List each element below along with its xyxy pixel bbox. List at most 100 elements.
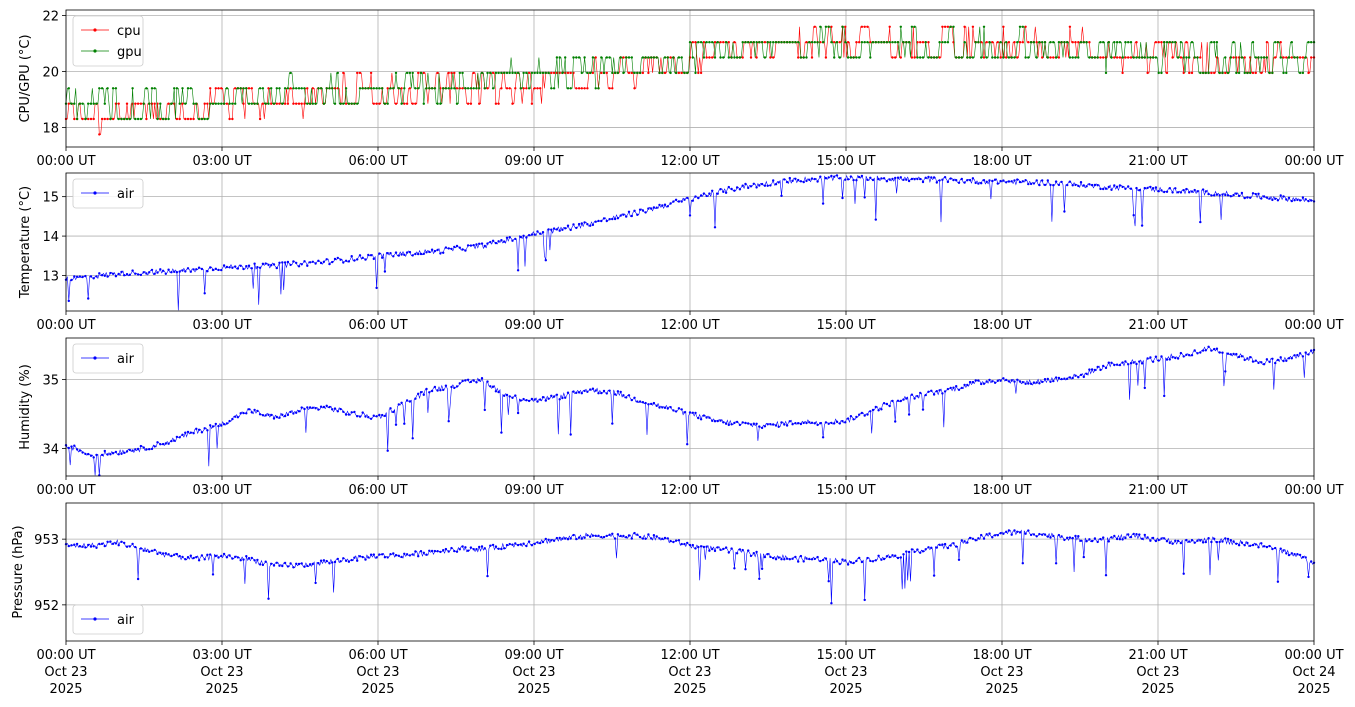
data-point: [123, 451, 126, 454]
data-point: [128, 117, 131, 121]
data-point: [674, 410, 678, 413]
data-point: [971, 25, 975, 28]
data-point: [339, 102, 342, 105]
x-tick-date: Oct 23: [668, 665, 711, 680]
data-point: [397, 554, 400, 557]
data-point: [245, 265, 248, 268]
data-point: [641, 56, 645, 59]
data-point: [372, 414, 375, 417]
data-point: [719, 188, 722, 191]
data-point: [863, 25, 866, 28]
data-point: [1160, 71, 1163, 75]
data-point: [325, 404, 328, 407]
data-point: [1046, 377, 1050, 381]
data-point: [755, 422, 758, 425]
data-point: [816, 180, 819, 183]
data-point: [530, 102, 534, 105]
data-point: [264, 560, 267, 563]
data-point: [247, 408, 251, 411]
data-point: [891, 56, 894, 59]
data-point: [663, 56, 667, 59]
data-point: [128, 273, 131, 276]
data-point: [103, 274, 107, 277]
data-point: [644, 211, 647, 214]
data-point: [1246, 541, 1249, 545]
x-tick-label: 09:00 UT: [504, 648, 563, 663]
data-point: [1204, 349, 1208, 352]
data-point: [1196, 352, 1199, 355]
data-point: [1121, 56, 1124, 59]
data-point: [1224, 370, 1227, 373]
data-point: [583, 87, 586, 90]
data-point: [142, 102, 145, 105]
data-point: [430, 389, 434, 393]
data-point: [106, 453, 109, 456]
data-point: [691, 56, 694, 59]
data-point: [1179, 541, 1183, 545]
data-point: [882, 41, 886, 44]
data-point: [666, 407, 669, 410]
data-point: [927, 56, 930, 59]
data-point: [655, 404, 658, 407]
data-point: [880, 177, 883, 180]
data-point: [239, 559, 242, 562]
data-point: [1285, 198, 1288, 201]
data-point: [1082, 184, 1086, 187]
x-tick-label: 18:00 UT: [972, 318, 1031, 333]
data-point: [164, 442, 167, 445]
data-point: [145, 272, 148, 275]
data-point: [403, 422, 406, 425]
data-point: [1082, 41, 1086, 44]
data-point: [1074, 41, 1077, 44]
data-point: [222, 264, 226, 267]
data-point: [1310, 560, 1313, 563]
x-tick-label: 21:00 UT: [1128, 648, 1187, 663]
data-point: [966, 541, 969, 544]
data-point: [744, 182, 747, 186]
data-point: [622, 394, 625, 397]
data-point: [1190, 190, 1194, 193]
data-point: [536, 541, 539, 544]
data-point: [1276, 199, 1280, 202]
data-point: [924, 176, 927, 179]
data-point: [1185, 353, 1188, 356]
data-point: [206, 553, 209, 556]
data-point: [222, 552, 226, 556]
data-point: [1138, 360, 1141, 363]
legend-label: gpu: [117, 45, 142, 60]
data-point: [691, 41, 694, 44]
data-point: [1052, 379, 1055, 383]
data-point: [580, 392, 583, 395]
data-point: [319, 261, 323, 265]
data-point: [1290, 41, 1294, 44]
data-point: [153, 548, 156, 552]
data-point: [1129, 535, 1133, 539]
data-point: [905, 397, 908, 400]
data-point: [630, 71, 633, 75]
data-point: [486, 71, 489, 75]
data-point: [1282, 359, 1285, 363]
data-point: [100, 274, 104, 277]
data-point: [1093, 368, 1097, 372]
data-point: [159, 102, 162, 105]
data-point: [1157, 71, 1160, 75]
data-point: [375, 286, 378, 290]
data-point: [1287, 56, 1291, 59]
data-point: [625, 56, 628, 59]
data-point: [1035, 179, 1038, 182]
data-point: [611, 87, 614, 90]
data-point: [1301, 556, 1305, 559]
data-point: [1226, 71, 1230, 75]
data-point: [173, 439, 176, 442]
data-point: [647, 533, 650, 536]
data-point: [641, 71, 645, 75]
data-point: [120, 117, 123, 121]
data-point: [902, 41, 905, 44]
data-point: [405, 553, 409, 556]
data-point: [899, 56, 902, 59]
data-point: [1029, 533, 1033, 537]
data-point: [489, 385, 492, 388]
data-point: [67, 299, 71, 303]
data-point: [1199, 71, 1202, 75]
data-point: [813, 41, 816, 44]
